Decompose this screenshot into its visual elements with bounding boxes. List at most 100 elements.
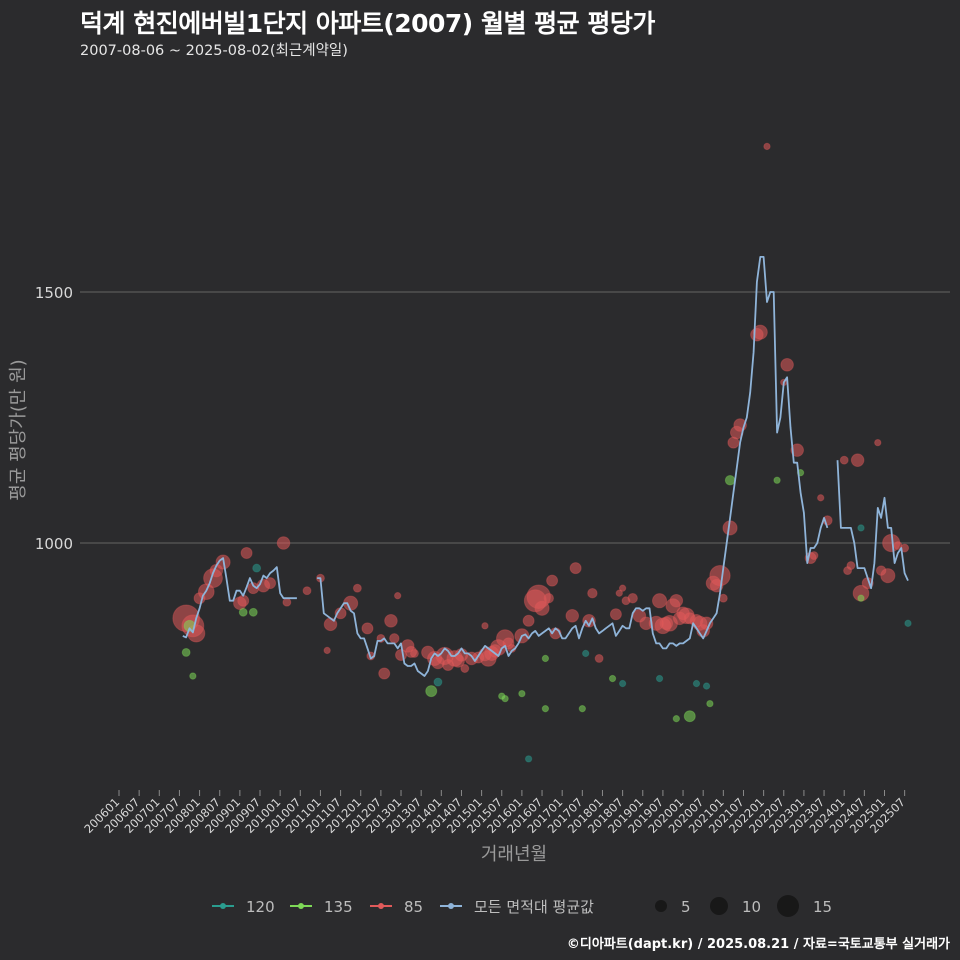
data-point-85	[594, 654, 604, 663]
legend-dot-3	[448, 903, 454, 909]
legend-size-circle-5	[655, 900, 667, 912]
y-tick-label: 1000	[35, 535, 73, 553]
data-point-85	[609, 608, 622, 621]
data-point-120	[252, 563, 262, 573]
data-point-85	[240, 547, 253, 560]
legend-dot-1	[298, 903, 304, 909]
data-point-85	[565, 609, 580, 623]
data-point-85	[763, 142, 771, 151]
data-point-135	[857, 594, 865, 602]
average-line	[182, 255, 909, 677]
data-point-85	[618, 584, 627, 592]
data-point-135	[608, 674, 617, 683]
legend: 120 135 85 모든 면적대 평균값 5 10 15	[212, 895, 832, 917]
data-point-135	[501, 694, 509, 703]
data-point-85	[543, 593, 554, 604]
data-point-85	[669, 593, 684, 608]
data-point-85	[627, 593, 638, 604]
data-point-120	[618, 679, 627, 688]
data-point-135	[238, 607, 248, 617]
legend-label-2: 85	[404, 898, 423, 916]
data-point-85	[839, 455, 849, 465]
data-point-120	[524, 755, 533, 763]
legend-label-0: 120	[246, 898, 275, 916]
chart-subtitle: 2007-08-06 ~ 2025-08-02(최근계약일)	[80, 43, 348, 59]
data-point-85	[352, 583, 362, 593]
data-point-85	[522, 614, 535, 627]
data-point-120	[655, 674, 664, 683]
data-point-85	[587, 587, 598, 599]
data-point-85	[237, 594, 250, 607]
data-point-85	[410, 649, 419, 658]
data-point-135	[683, 710, 696, 723]
legend-size-circle-10	[710, 897, 728, 915]
data-point-135	[425, 685, 438, 698]
data-point-85	[790, 443, 804, 457]
data-point-135	[189, 672, 197, 680]
data-point-85	[534, 600, 550, 616]
data-point-85	[817, 494, 825, 502]
data-point-85	[282, 597, 292, 607]
y-tick-label: 1500	[35, 284, 73, 302]
data-point-120	[582, 649, 590, 658]
data-point-135	[672, 715, 680, 723]
x-axis-label: 거래년월	[481, 844, 547, 865]
data-point-85	[302, 586, 312, 596]
legend-dot-0	[220, 903, 226, 909]
data-point-85	[718, 593, 728, 603]
data-point-85	[880, 568, 896, 584]
footer-credit: ©디아파트(dapt.kr) / 2025.08.21 / 자료=국토교통부 실…	[566, 937, 950, 952]
data-point-85	[651, 593, 668, 609]
x-axis-ticks: 2006012006072007012007072008012008072009…	[81, 790, 908, 836]
data-point-135	[248, 607, 258, 617]
data-point-85	[460, 664, 470, 673]
legend-size-label-10: 10	[742, 898, 761, 916]
data-point-135	[706, 699, 714, 708]
legend-dot-2	[378, 903, 384, 909]
data-point-85	[780, 358, 794, 372]
data-point-85	[752, 324, 768, 340]
data-point-85	[264, 577, 277, 590]
average-line-segment	[836, 460, 909, 590]
data-point-85	[378, 667, 391, 680]
data-point-85	[809, 551, 819, 560]
data-point-85	[384, 614, 398, 628]
data-point-85	[846, 561, 856, 571]
data-point-85	[481, 622, 489, 630]
scatter-points	[172, 142, 912, 763]
data-point-120	[692, 679, 701, 688]
data-point-85	[361, 622, 374, 635]
average-line-segment	[182, 557, 297, 639]
data-point-135	[181, 647, 191, 657]
data-point-85	[850, 453, 865, 467]
data-point-85	[615, 589, 623, 597]
data-point-85	[546, 574, 559, 587]
data-point-120	[702, 682, 711, 690]
legend-label-3: 모든 면적대 평균값	[474, 898, 594, 916]
data-point-135	[724, 475, 736, 486]
legend-size-label-15: 15	[813, 898, 832, 916]
data-point-120	[857, 524, 865, 532]
y-axis-label: 평균 평당가(만 원)	[8, 359, 29, 500]
data-point-135	[541, 654, 550, 663]
data-point-135	[518, 689, 526, 698]
average-line-segment	[317, 255, 829, 677]
data-point-85	[394, 592, 402, 600]
data-point-85	[709, 564, 731, 587]
data-point-85	[874, 438, 882, 447]
data-point-85	[569, 562, 582, 575]
data-point-85	[389, 633, 400, 644]
data-point-85	[323, 646, 331, 655]
data-point-135	[541, 705, 550, 713]
data-point-85	[276, 536, 291, 550]
data-point-120	[904, 619, 912, 627]
chart-title: 덕계 현진에버빌1단지 아파트(2007) 월별 평균 평당가	[80, 9, 655, 38]
legend-size-label-5: 5	[681, 898, 691, 916]
grid-lines	[80, 291, 950, 544]
legend-label-1: 135	[324, 898, 353, 916]
legend-size-circle-15	[777, 895, 799, 917]
y-axis-ticks: 1000 1500	[35, 284, 73, 553]
data-point-135	[578, 705, 586, 713]
data-point-135	[773, 476, 781, 484]
